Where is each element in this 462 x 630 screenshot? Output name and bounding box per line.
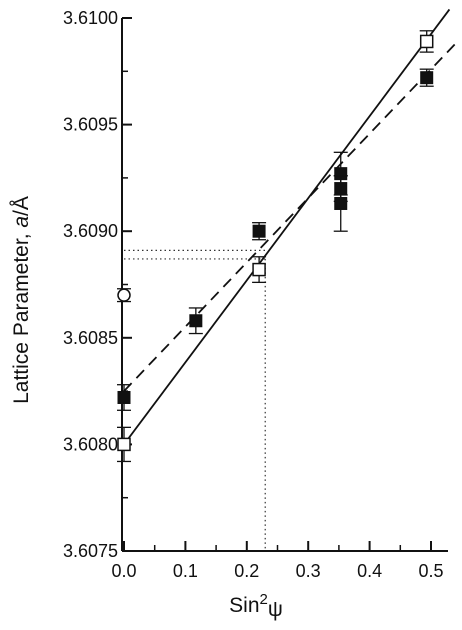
- filled-square-point: [117, 390, 131, 404]
- x-axis-title: Sin2ψ: [229, 591, 283, 622]
- solid-fit-line: [123, 8, 451, 445]
- open-circle-point: [117, 288, 131, 302]
- y-axis-title: Lattice Parameter, a/Å: [10, 196, 33, 404]
- y-tick-label: 3.6080: [63, 434, 118, 454]
- filled-square-point: [189, 314, 203, 328]
- x-tick-label: 0.2: [234, 561, 259, 581]
- open-square-point: [419, 34, 434, 49]
- data-point-layer: [117, 30, 434, 463]
- y-tick-label: 3.6095: [63, 115, 118, 135]
- x-axis-title-symbol: ψ: [268, 598, 283, 621]
- dashed-fit-line: [123, 42, 457, 392]
- x-tick-label: 0.3: [296, 561, 321, 581]
- x-axis-title-base: Sin: [229, 594, 259, 617]
- axis-layer: 3.6075 3.6080 3.6085 3.6090 3.6095 3.6100 0.0 0…: [63, 8, 448, 581]
- x-axis-title-sup: 2: [260, 591, 268, 608]
- fit-line-layer: [123, 8, 457, 445]
- y-tick-label: 3.6100: [63, 8, 118, 28]
- open-square-point: [252, 262, 266, 277]
- y-axis-title-prefix: Lattice Parameter,: [10, 228, 33, 404]
- x-tick-label: 0.5: [418, 561, 443, 581]
- y-tick-label: 3.6090: [63, 221, 118, 241]
- filled-square-point: [334, 196, 348, 210]
- y-axis-title-symbol: a: [10, 216, 33, 228]
- filled-square-point: [252, 224, 266, 238]
- filled-square-point: [420, 71, 434, 85]
- y-axis-title-unit: /Å: [10, 196, 33, 216]
- x-tick-label: 0.1: [173, 561, 198, 581]
- y-tick-label: 3.6085: [63, 328, 118, 348]
- y-tick-label: 3.6075: [63, 541, 118, 561]
- x-tick-label: 0.4: [357, 561, 382, 581]
- reference-line-layer: [124, 249, 266, 551]
- label-layer: Sin2ψ Lattice Parameter, a/Å: [10, 196, 283, 621]
- x-tick-label: 0.0: [111, 561, 136, 581]
- open-square-point: [117, 437, 131, 452]
